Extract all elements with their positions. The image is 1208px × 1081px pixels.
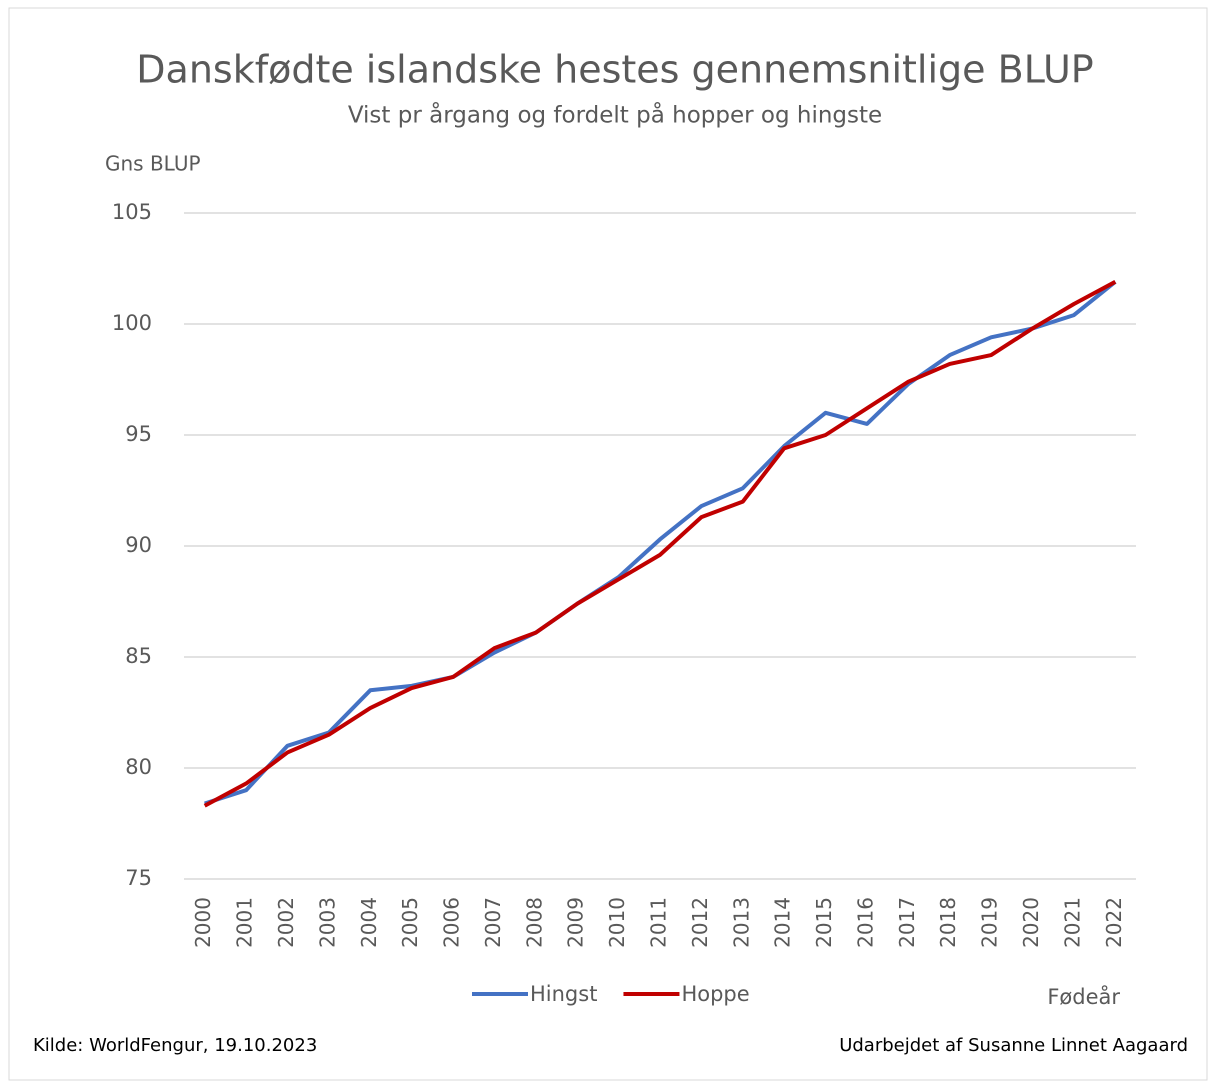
- x-tick-label: 2020: [1019, 897, 1043, 948]
- series-line: [204, 280, 1117, 806]
- x-tick-label: 2009: [564, 897, 588, 948]
- x-tick-label: 2005: [398, 897, 422, 948]
- x-tick-label: 2018: [936, 897, 960, 948]
- chart-subtitle: Vist pr årgang og fordelt på hopper og h…: [348, 101, 882, 129]
- y-tick-label: 90: [125, 533, 152, 557]
- y-tick-label: 75: [125, 866, 152, 890]
- x-tick-label: 2010: [605, 897, 629, 948]
- frame: [8, 7, 1208, 1081]
- x-axis-label: Fødeår: [1047, 984, 1120, 1009]
- chart-title: Danskfødte islandske hestes gennemsnitli…: [136, 48, 1093, 92]
- y-tick-label: 95: [125, 422, 152, 446]
- y-tick-label: 105: [112, 200, 152, 224]
- credit-note: Udarbejdet af Susanne Linnet Aagaard: [839, 1035, 1188, 1056]
- x-tick-label: 2000: [191, 897, 215, 948]
- x-tick-label: 2006: [440, 897, 464, 948]
- x-tick-label: 2017: [895, 897, 919, 948]
- x-tick-label: 2014: [771, 897, 795, 948]
- y-axis-label: Gns BLUP: [105, 152, 201, 176]
- x-tick-label: 2015: [812, 897, 836, 948]
- x-tick-label: 2013: [729, 897, 753, 948]
- y-tick-label: 100: [112, 311, 152, 335]
- x-tick-label: 2003: [315, 897, 339, 948]
- legend-label: Hingst: [530, 982, 597, 1006]
- x-tick-label: 2007: [481, 897, 505, 948]
- x-tick-label: 2019: [978, 897, 1002, 948]
- x-tick-label: 2012: [688, 897, 712, 948]
- x-tick-label: 2001: [233, 897, 257, 948]
- x-tick-label: 2002: [274, 897, 298, 948]
- x-tick-label: 2004: [357, 897, 381, 948]
- y-tick-label: 85: [125, 644, 152, 668]
- x-tick-label: 2016: [853, 897, 877, 948]
- x-tick-label: 2022: [1102, 897, 1126, 948]
- source-note: Kilde: WorldFengur, 19.10.2023: [33, 1035, 317, 1056]
- series-line: [203, 280, 1117, 808]
- x-tick-label: 2021: [1060, 897, 1084, 948]
- x-tick-label: 2011: [647, 897, 671, 948]
- x-tick-label: 2008: [522, 897, 546, 948]
- legend-label: Hoppe: [681, 982, 749, 1006]
- y-tick-label: 80: [125, 755, 152, 779]
